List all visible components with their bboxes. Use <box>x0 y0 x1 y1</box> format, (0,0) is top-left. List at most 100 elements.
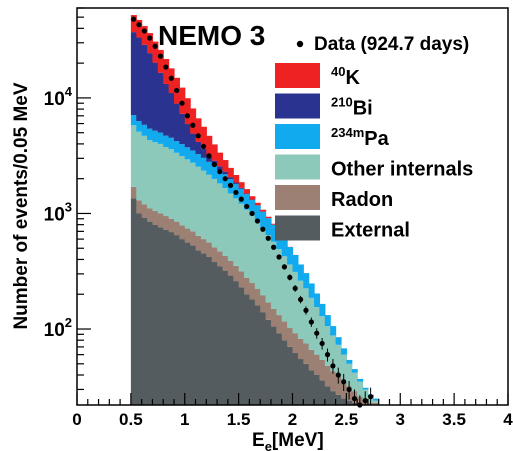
bar-radon <box>287 328 294 347</box>
bar-pa234m <box>141 124 148 136</box>
bar-k40 <box>254 202 261 206</box>
bar-k40 <box>195 118 202 142</box>
bar-other <box>238 203 245 272</box>
bar-pa234m <box>287 247 294 265</box>
bar-external <box>276 333 283 405</box>
bar-k40 <box>270 223 277 225</box>
bar-other <box>373 400 380 403</box>
bar-other <box>292 271 299 334</box>
bar-bi210 <box>179 113 186 145</box>
bar-pa234m <box>195 154 202 167</box>
bar-external <box>265 319 272 405</box>
data-point <box>335 372 341 378</box>
bar-radon <box>147 208 154 222</box>
bar-other <box>287 264 294 329</box>
bar-other <box>254 221 261 289</box>
bar-pa234m <box>265 218 272 236</box>
data-point <box>260 226 266 232</box>
bar-k40 <box>163 59 170 84</box>
bar-external <box>346 400 353 405</box>
bar-pa234m <box>217 169 224 184</box>
bar-external <box>227 275 234 405</box>
bar-k40 <box>147 33 154 54</box>
data-point <box>147 35 153 41</box>
bar-pa234m <box>260 211 267 229</box>
y-axis-label: Number of events/0.05 MeV <box>11 82 32 329</box>
legend-swatch-pa234m <box>275 124 320 149</box>
bar-radon <box>244 277 250 295</box>
x-tick-label: 3 <box>396 410 405 429</box>
bar-pa234m <box>362 387 369 390</box>
data-point <box>195 133 201 139</box>
bar-k40 <box>200 126 207 149</box>
bar-k40 <box>211 144 218 161</box>
bar-radon <box>308 349 315 371</box>
legend-data-label: Data (924.7 days) <box>314 34 469 55</box>
legend-swatch-other <box>275 154 320 180</box>
bar-other <box>270 241 277 309</box>
bar-pa234m <box>211 165 218 179</box>
bar-bi210 <box>147 53 154 129</box>
bar-external <box>217 266 224 405</box>
bar-other <box>168 149 175 219</box>
bar-radon <box>190 231 197 246</box>
bar-pa234m <box>303 273 310 289</box>
bar-pa234m <box>281 239 288 257</box>
data-point <box>319 340 325 347</box>
data-point <box>244 203 250 210</box>
bar-other <box>200 170 207 240</box>
legend-swatch-bi210 <box>275 93 320 119</box>
bar-radon <box>276 315 283 334</box>
data-points <box>130 16 374 408</box>
chart-title: NEMO 3 <box>158 20 265 51</box>
x-tick-label: 2 <box>288 410 297 429</box>
data-point <box>217 169 223 175</box>
bar-other <box>233 198 240 266</box>
bar-pa234m <box>335 337 342 345</box>
data-point <box>346 386 352 393</box>
bar-external <box>233 281 240 405</box>
bar-external <box>254 305 261 405</box>
bar-bi210 <box>141 44 148 125</box>
bar-pa234m <box>292 255 299 272</box>
bar-bi210 <box>130 32 137 116</box>
bar-k40 <box>190 108 197 134</box>
data-point <box>206 153 212 159</box>
x-tick-label: 1.5 <box>227 410 251 429</box>
bar-radon <box>238 271 245 288</box>
bar-external <box>190 245 197 405</box>
bar-other <box>141 135 148 205</box>
bar-radon <box>195 235 202 251</box>
bar-other <box>195 166 202 236</box>
bar-pa234m <box>206 161 213 175</box>
legend-label-external: External <box>331 220 410 242</box>
bar-pa234m <box>136 121 143 132</box>
legend-label-other: Other internals <box>331 159 473 181</box>
bar-external <box>297 359 304 405</box>
bar-k40 <box>136 19 143 38</box>
bar-bi210 <box>136 37 143 122</box>
bar-pa234m <box>130 115 137 126</box>
bar-other <box>330 335 337 372</box>
bar-bi210 <box>190 133 197 151</box>
x-tick-label: 2.5 <box>335 410 359 429</box>
bar-other <box>222 188 229 256</box>
x-tick-label: 1 <box>180 410 189 429</box>
bar-bi210 <box>233 182 240 184</box>
bar-pa234m <box>163 135 170 148</box>
x-tick-label: 0 <box>72 410 81 429</box>
bar-bi210 <box>168 93 175 138</box>
y-tick-label: 102 <box>44 315 72 341</box>
x-tick-label: 3.5 <box>442 410 466 429</box>
bar-other <box>303 288 310 344</box>
bar-k40 <box>152 41 159 63</box>
bar-external <box>152 224 159 405</box>
bar-bi210 <box>184 124 191 148</box>
bar-radon <box>163 216 170 230</box>
bar-pa234m <box>238 188 245 204</box>
bar-external <box>340 398 347 405</box>
data-point <box>254 218 261 224</box>
data-point <box>276 254 282 260</box>
bar-bi210 <box>173 103 180 142</box>
legend-label-radon: Radon <box>331 189 393 211</box>
